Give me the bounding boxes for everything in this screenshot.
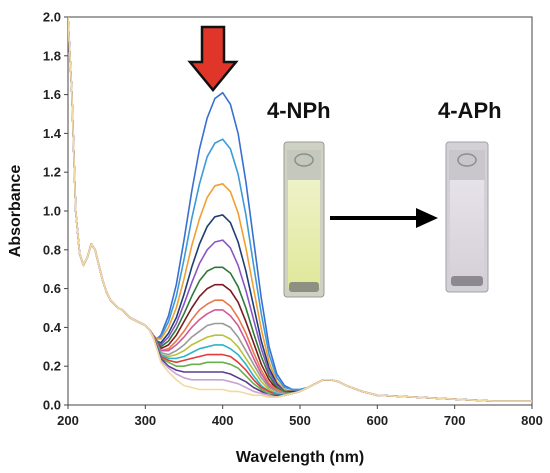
label-4-nph: 4-NPh xyxy=(267,98,331,123)
series-group xyxy=(68,17,532,402)
cuvette-4-nph-image xyxy=(283,141,325,298)
x-tick-label: 700 xyxy=(444,413,466,428)
x-tick-label: 400 xyxy=(212,413,234,428)
decrease-arrow-icon xyxy=(187,25,239,92)
x-tick-label: 600 xyxy=(366,413,388,428)
y-tick-label: 1.2 xyxy=(43,165,61,180)
x-tick-label: 800 xyxy=(521,413,543,428)
y-tick-label: 1.6 xyxy=(43,87,61,102)
y-axis-ticks: 0.0 0.2 0.4 0.6 0.8 1.0 1.2 1.4 1.6 1.8 2.0 xyxy=(43,10,68,413)
y-tick-label: 1.8 xyxy=(43,48,61,63)
x-tick-label: 200 xyxy=(57,413,79,428)
y-tick-label: 0.2 xyxy=(43,359,61,374)
x-axis-label: Wavelength (nm) xyxy=(236,449,364,466)
label-4-aph: 4-APh xyxy=(438,98,502,123)
y-tick-label: 0.0 xyxy=(43,398,61,413)
x-tick-label: 500 xyxy=(289,413,311,428)
y-tick-label: 1.0 xyxy=(43,204,61,219)
x-tick-label: 300 xyxy=(134,413,156,428)
cuvette-4-aph-image xyxy=(445,141,489,293)
y-tick-label: 2.0 xyxy=(43,10,61,25)
y-tick-label: 1.4 xyxy=(43,126,62,141)
x-axis-ticks: 200 300 400 500 600 700 800 xyxy=(57,405,543,428)
series-line-17 xyxy=(68,17,532,402)
y-axis-label: Absorbance xyxy=(7,165,24,258)
y-tick-label: 0.8 xyxy=(43,242,61,257)
transition-arrow-icon xyxy=(330,208,438,228)
y-tick-label: 0.4 xyxy=(43,320,62,335)
y-tick-label: 0.6 xyxy=(43,281,61,296)
